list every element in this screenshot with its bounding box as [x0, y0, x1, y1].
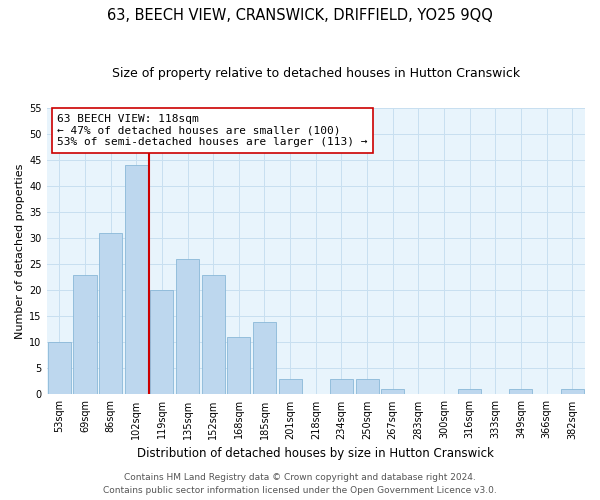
Bar — [176, 259, 199, 394]
Bar — [278, 379, 302, 394]
Text: 63, BEECH VIEW, CRANSWICK, DRIFFIELD, YO25 9QQ: 63, BEECH VIEW, CRANSWICK, DRIFFIELD, YO… — [107, 8, 493, 22]
Bar — [509, 389, 532, 394]
Bar — [560, 389, 584, 394]
X-axis label: Distribution of detached houses by size in Hutton Cranswick: Distribution of detached houses by size … — [137, 447, 494, 460]
Bar — [356, 379, 379, 394]
Bar — [125, 166, 148, 394]
Bar — [227, 337, 250, 394]
Text: 63 BEECH VIEW: 118sqm
← 47% of detached houses are smaller (100)
53% of semi-det: 63 BEECH VIEW: 118sqm ← 47% of detached … — [57, 114, 368, 147]
Bar — [330, 379, 353, 394]
Bar — [458, 389, 481, 394]
Title: Size of property relative to detached houses in Hutton Cranswick: Size of property relative to detached ho… — [112, 68, 520, 80]
Text: Contains HM Land Registry data © Crown copyright and database right 2024.
Contai: Contains HM Land Registry data © Crown c… — [103, 474, 497, 495]
Bar — [48, 342, 71, 394]
Bar — [253, 322, 276, 394]
Y-axis label: Number of detached properties: Number of detached properties — [15, 164, 25, 339]
Bar — [99, 233, 122, 394]
Bar — [151, 290, 173, 395]
Bar — [73, 274, 97, 394]
Bar — [381, 389, 404, 394]
Bar — [202, 274, 225, 394]
